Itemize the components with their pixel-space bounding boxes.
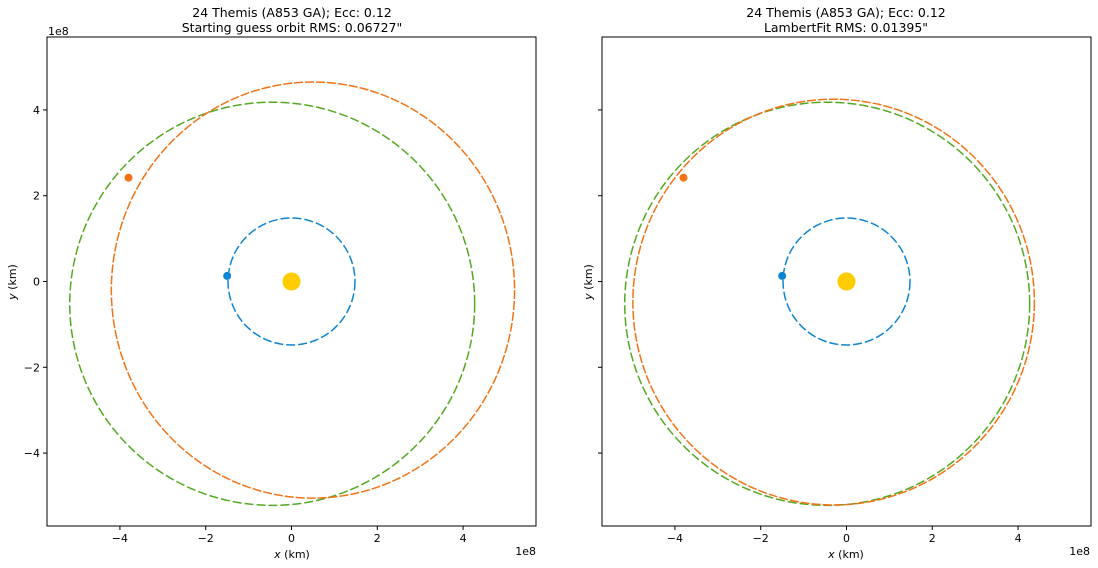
right-x-tick-label: 2 bbox=[929, 532, 936, 545]
right-y-axis-ticks bbox=[598, 109, 602, 454]
right-asteroid-marker bbox=[679, 173, 688, 182]
left-y-tick-label: 0 bbox=[33, 276, 40, 289]
left-x-axis-unit: (km) bbox=[281, 548, 310, 561]
right-y-axis-unit: (km) bbox=[582, 264, 595, 293]
right-x-tick-label: 4 bbox=[1015, 532, 1022, 545]
left-x-axis-ticks: −4 −2 0 2 4 bbox=[112, 526, 467, 545]
left-x-offset-label: 1e8 bbox=[515, 545, 536, 558]
left-plot-content bbox=[68, 81, 516, 507]
left-x-tick-label: 0 bbox=[288, 532, 295, 545]
right-x-offset-label: 1e8 bbox=[1069, 545, 1090, 558]
left-x-tick-label: −2 bbox=[198, 532, 214, 545]
right-title-line2: LambertFit RMS: 0.01395" bbox=[764, 20, 928, 35]
left-y-tick-label: 2 bbox=[33, 190, 40, 203]
left-earth-marker bbox=[223, 271, 232, 280]
right-x-axis-unit: (km) bbox=[835, 548, 864, 561]
left-reference-orbit bbox=[68, 101, 476, 507]
right-x-tick-label: −4 bbox=[667, 532, 683, 545]
right-x-tick-label: 0 bbox=[843, 532, 850, 545]
right-title-line1: 24 Themis (A853 GA); Ecc: 0.12 bbox=[746, 5, 945, 20]
right-plot-content bbox=[623, 98, 1036, 507]
left-x-axis-label: x (km) bbox=[273, 548, 310, 561]
right-x-tick-label: −2 bbox=[753, 532, 769, 545]
right-y-axis-label: y (km) bbox=[582, 264, 595, 301]
left-x-tick-label: 2 bbox=[374, 532, 381, 545]
left-y-axis-unit: (km) bbox=[6, 264, 19, 293]
right-x-axis-ticks: −4 −2 0 2 4 bbox=[667, 526, 1022, 545]
left-y-axis-label: y (km) bbox=[6, 264, 19, 301]
left-y-offset-label: 1e8 bbox=[48, 25, 69, 38]
right-fitted-orbit bbox=[632, 98, 1036, 506]
left-earth-orbit bbox=[227, 217, 356, 346]
left-x-tick-label: 4 bbox=[460, 532, 467, 545]
left-sun-marker bbox=[282, 272, 301, 291]
right-x-axis-label: x (km) bbox=[827, 548, 864, 561]
right-sun-marker bbox=[837, 272, 856, 291]
left-y-tick-label: 4 bbox=[33, 104, 40, 117]
left-asteroid-marker bbox=[124, 173, 133, 182]
left-y-axis-ticks: −4 −2 0 2 4 bbox=[24, 104, 47, 460]
right-earth-orbit bbox=[782, 217, 911, 346]
left-fitted-orbit bbox=[110, 81, 516, 499]
left-y-tick-label: −4 bbox=[24, 447, 40, 460]
left-title-line2: Starting guess orbit RMS: 0.06727" bbox=[182, 20, 402, 35]
left-x-tick-label: −4 bbox=[112, 532, 128, 545]
right-earth-marker bbox=[778, 271, 787, 280]
left-y-tick-label: −2 bbox=[24, 361, 40, 374]
left-title-line1: 24 Themis (A853 GA); Ecc: 0.12 bbox=[192, 5, 391, 20]
right-plot-panel: 24 Themis (A853 GA); Ecc: 0.12 LambertFi… bbox=[582, 5, 1092, 561]
left-plot-panel: 24 Themis (A853 GA); Ecc: 0.12 Starting … bbox=[6, 5, 537, 561]
